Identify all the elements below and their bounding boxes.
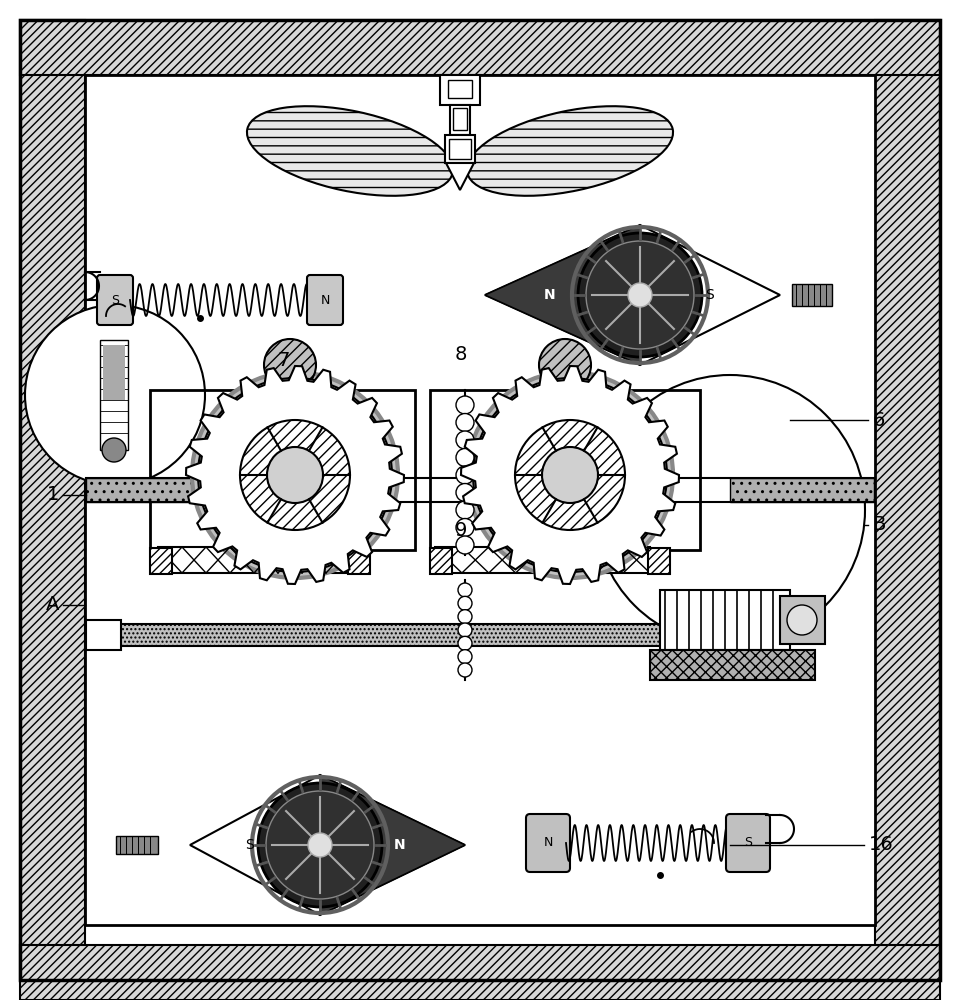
Bar [449, 139, 471, 159]
Bar [792, 284, 832, 306]
Circle shape [458, 636, 472, 650]
Text: 8: 8 [455, 346, 467, 364]
Circle shape [458, 650, 472, 664]
Circle shape [456, 536, 474, 554]
Circle shape [456, 484, 474, 502]
Bar [430, 548, 452, 574]
Text: B: B [872, 516, 885, 534]
Polygon shape [186, 366, 404, 584]
Text: S: S [744, 836, 752, 850]
Circle shape [467, 372, 673, 578]
Circle shape [264, 339, 316, 391]
Circle shape [456, 518, 474, 536]
Circle shape [458, 583, 472, 597]
Circle shape [787, 605, 817, 635]
Text: S: S [111, 294, 119, 306]
Bar [103, 345, 125, 400]
Text: S: S [246, 838, 254, 852]
Circle shape [240, 420, 350, 530]
Circle shape [456, 501, 474, 519]
Circle shape [267, 447, 323, 503]
Bar [650, 650, 815, 680]
Circle shape [458, 623, 472, 637]
Bar [86, 478, 206, 502]
Circle shape [456, 396, 474, 414]
Circle shape [595, 375, 865, 645]
Bar [20, 20, 940, 75]
FancyBboxPatch shape [307, 275, 343, 325]
Bar [440, 75, 480, 105]
Bar [100, 340, 128, 450]
Bar [150, 390, 415, 550]
FancyBboxPatch shape [97, 275, 133, 325]
Bar [448, 80, 472, 98]
Text: 9: 9 [455, 520, 467, 540]
Circle shape [542, 447, 598, 503]
Polygon shape [461, 366, 679, 584]
Bar [20, 20, 85, 980]
Circle shape [515, 420, 625, 530]
FancyBboxPatch shape [526, 814, 570, 872]
Bar [435, 547, 650, 573]
Bar [430, 390, 700, 550]
Circle shape [539, 339, 591, 391]
Bar [780, 596, 825, 644]
Bar [85, 75, 875, 925]
Ellipse shape [467, 106, 673, 196]
Text: N: N [321, 294, 329, 306]
Bar [86, 624, 746, 646]
Polygon shape [485, 225, 640, 365]
Polygon shape [190, 775, 465, 915]
FancyBboxPatch shape [726, 814, 770, 872]
Circle shape [456, 466, 474, 484]
Circle shape [192, 372, 398, 578]
Text: N: N [395, 838, 406, 852]
Text: S: S [706, 288, 714, 302]
Circle shape [458, 610, 472, 624]
Circle shape [25, 305, 205, 485]
Text: 7: 7 [277, 351, 289, 369]
Polygon shape [320, 775, 465, 915]
Text: 16: 16 [869, 836, 894, 854]
Circle shape [456, 448, 474, 466]
Text: N: N [543, 836, 553, 850]
Circle shape [456, 431, 474, 449]
Bar [875, 20, 940, 980]
Bar [86, 620, 121, 650]
Circle shape [458, 663, 472, 677]
Circle shape [266, 791, 374, 899]
Bar [150, 548, 172, 574]
Bar [730, 478, 874, 502]
Text: A: A [46, 595, 60, 614]
Ellipse shape [247, 106, 453, 196]
Circle shape [308, 833, 332, 857]
Bar [348, 548, 370, 574]
Bar [116, 836, 158, 854]
Bar [453, 108, 467, 130]
Circle shape [473, 378, 667, 572]
Bar [445, 135, 475, 163]
Circle shape [628, 283, 652, 307]
Circle shape [102, 438, 126, 462]
Circle shape [578, 233, 702, 357]
Polygon shape [446, 163, 474, 190]
Polygon shape [485, 225, 780, 365]
Bar [660, 590, 790, 650]
Text: N: N [544, 288, 556, 302]
Circle shape [586, 241, 694, 349]
Bar [648, 548, 670, 574]
Text: 6: 6 [873, 410, 884, 430]
Circle shape [458, 596, 472, 610]
Bar [158, 547, 350, 573]
Circle shape [456, 414, 474, 432]
Text: 1: 1 [47, 486, 59, 504]
Bar [20, 945, 940, 1000]
Bar [450, 105, 470, 135]
Circle shape [198, 378, 392, 572]
Circle shape [258, 783, 382, 907]
